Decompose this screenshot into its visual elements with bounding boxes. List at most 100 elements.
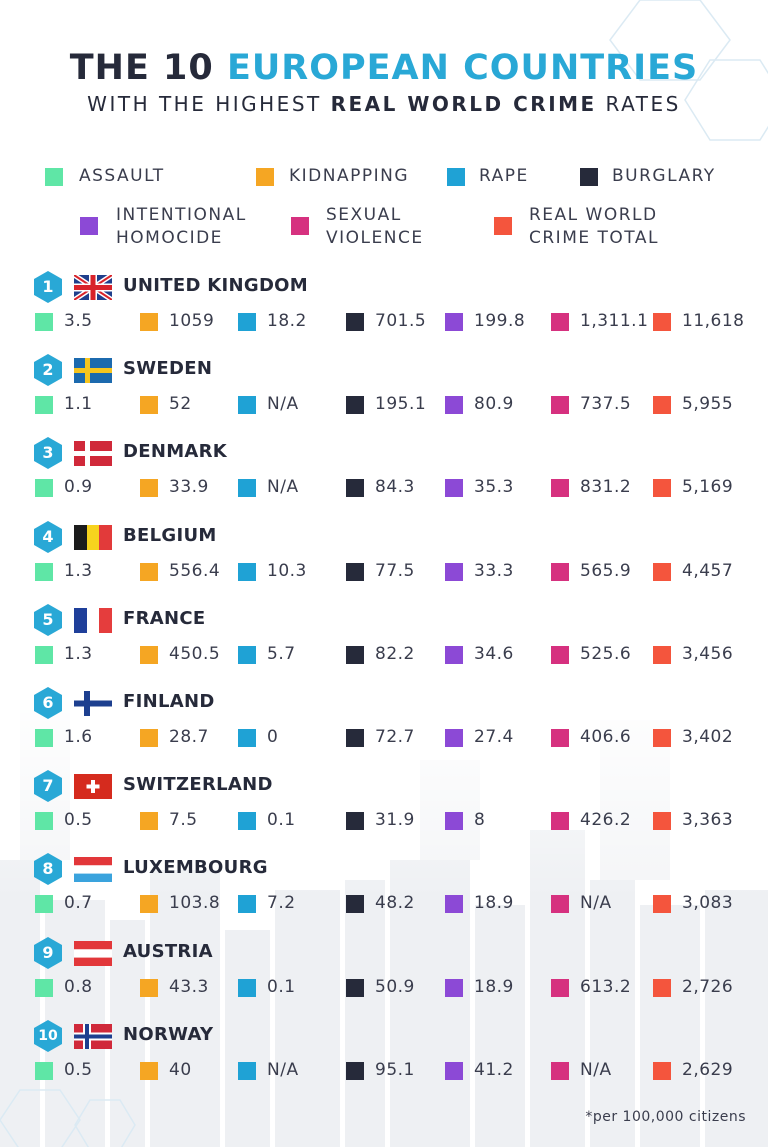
value-rape: 0 [267,727,279,747]
swatch-kidnapping [140,729,158,747]
value-sexual_violence: 1,311.1 [580,311,649,331]
footnote: *per 100,000 citizens [585,1109,746,1125]
swatch-kidnapping [140,479,158,498]
subtitle-part-1: WITH THE HIGHEST [87,92,331,116]
uk-flag-icon [72,272,114,303]
value-burglary: 31.9 [375,810,415,831]
legend-label-line: HOMOCIDE [116,228,223,248]
swatch-sexual_violence [551,1061,569,1080]
value-burglary: 84.3 [375,477,415,498]
legend-label-homicide: INTENTIONAL HOMOCIDE [116,204,247,250]
value-kidnapping: 43.3 [169,976,209,997]
value-kidnapping: 33.9 [169,477,209,498]
value-burglary: 95.1 [375,1059,415,1080]
legend-swatch-burglary [580,168,598,186]
swatch-total [653,895,671,914]
legend-label-assault: ASSAULT [79,165,165,188]
swatch-homicide [445,729,463,747]
swatch-sexual_violence [551,479,569,498]
country-name: FINLAND [123,691,215,712]
value-assault: 1.3 [64,560,93,581]
value-kidnapping: 556.4 [169,560,221,581]
swatch-kidnapping [140,978,158,997]
value-sexual_violence: 831.2 [580,477,632,498]
value-total: 4,457 [682,560,734,581]
value-burglary: 82.2 [375,643,415,664]
swatch-burglary [346,645,364,664]
swatch-burglary [346,729,364,747]
rank-hexagon-icon: 8 [31,852,65,886]
legend-label-line: RAPE [479,166,529,186]
swatch-rape [238,895,256,914]
swatch-total [653,812,671,831]
value-assault: 0.8 [64,976,93,997]
rank-number: 3 [42,443,54,463]
value-homicide: 8 [474,810,486,831]
value-rape: N/A [267,477,299,498]
swatch-assault [35,562,53,581]
swatch-rape [238,313,256,331]
value-sexual_violence: 525.6 [580,643,632,664]
swatch-kidnapping [140,396,158,415]
swatch-rape [238,812,256,831]
value-assault: 1.1 [64,394,93,415]
value-homicide: 18.9 [474,976,514,997]
country-name: UNITED KINGDOM [123,275,308,296]
finland-flag-icon [74,691,112,716]
luxembourg-flag-icon [74,857,112,883]
value-homicide: 18.9 [474,893,514,914]
swatch-burglary [346,1061,364,1080]
legend-label-burglary: BURGLARY [612,165,716,188]
country-name: DENMARK [123,441,228,463]
value-assault: 0.5 [64,810,93,831]
swatch-sexual_violence [551,562,569,581]
swatch-assault [35,645,53,664]
value-total: 3,456 [682,643,734,664]
swatch-assault [35,479,53,498]
legend-swatch-kidnapping [256,168,274,186]
rank-number: 8 [42,859,54,879]
swatch-total [653,978,671,997]
rank-hexagon-icon: 2 [31,353,65,387]
swatch-assault [35,812,53,831]
swatch-sexual_violence [551,645,569,664]
country-name: SWITZERLAND [123,774,273,796]
title-part-1: THE 10 [69,48,227,88]
country-name: BELGIUM [123,524,217,546]
swatch-rape [238,562,256,581]
value-kidnapping: 52 [169,394,192,415]
swatch-homicide [445,645,463,664]
rank-hexagon-icon: 4 [31,520,65,554]
value-total: 2,726 [682,976,734,997]
swatch-burglary [346,895,364,914]
rank-hexagon-icon: 3 [31,436,65,470]
value-sexual_violence: 737.5 [580,394,632,415]
country-row: 4 BELGIUM 1.3 556.4 10.3 77.5 33.3 565.9 4,457 [0,520,768,600]
rank-hexagon-icon: 1 [31,270,65,304]
rank-number: 9 [42,942,54,962]
swatch-kidnapping [140,562,158,581]
switzerland-flag-icon [74,774,112,800]
value-total: 5,169 [682,477,734,498]
legend-label-line: VIOLENCE [326,228,424,248]
swatch-sexual_violence [551,396,569,415]
country-row: 10 NORWAY 0.5 40 N/A 95.1 41.2 N/A 2,629 [0,1019,768,1099]
title-part-2: EUROPEAN COUNTRIES [226,48,699,88]
swatch-kidnapping [140,1061,158,1080]
value-rape: N/A [267,1059,299,1080]
legend-label-rape: RAPE [479,165,529,188]
rank-hexagon-icon: 7 [31,769,65,803]
rank-number: 5 [42,609,54,629]
value-homicide: 35.3 [474,477,514,498]
swatch-homicide [445,313,463,331]
swatch-sexual_violence [551,729,569,747]
swatch-rape [238,978,256,997]
value-kidnapping: 1059 [169,311,215,331]
swatch-homicide [445,978,463,997]
value-sexual_violence: N/A [580,1059,612,1080]
chart-subtitle: WITH THE HIGHEST REAL WORLD CRIME RATES [0,92,768,116]
swatch-sexual_violence [551,313,569,331]
value-sexual_violence: N/A [580,893,612,914]
rank-number: 6 [42,693,54,712]
country-row: 8 LUXEMBOURG 0.7 103.8 7.2 48.2 18.9 N/A 3,083 [0,852,768,932]
